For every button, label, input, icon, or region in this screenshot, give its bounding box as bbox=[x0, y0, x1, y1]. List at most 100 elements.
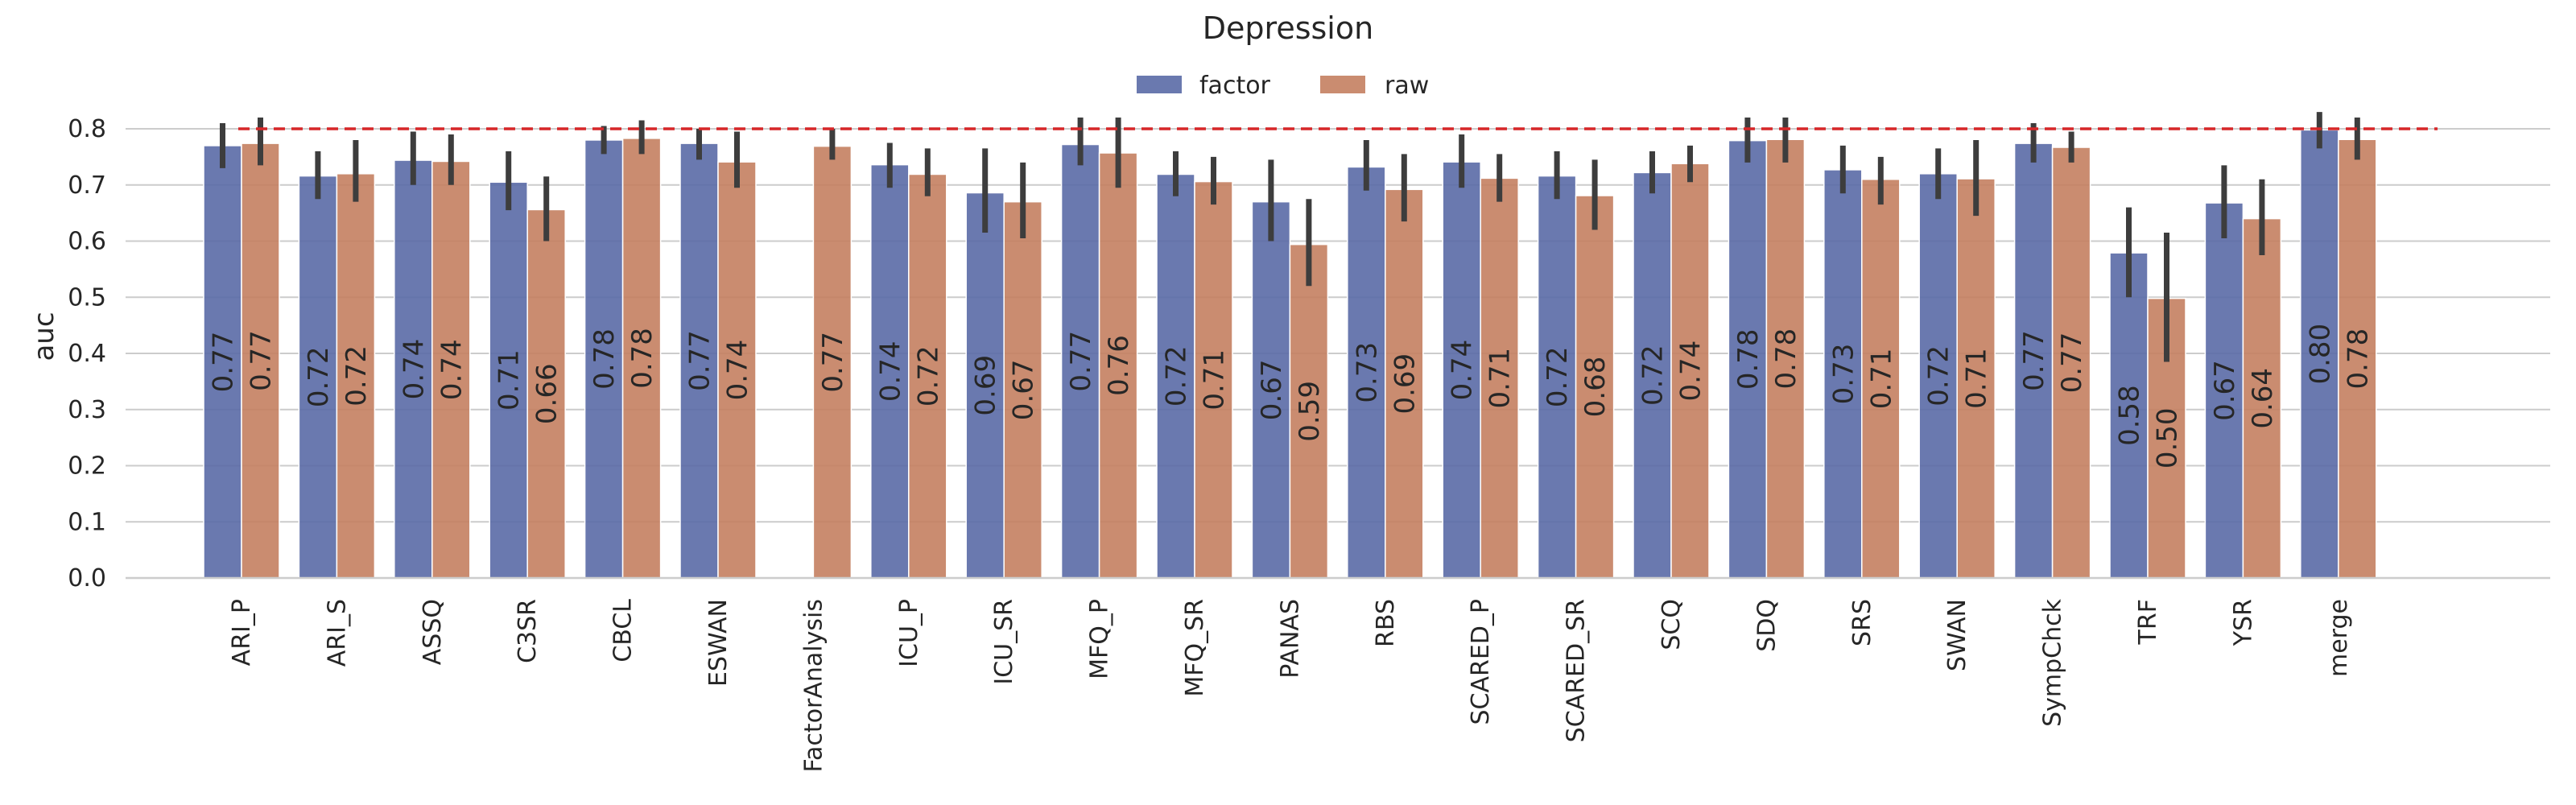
bar-value-label-factor-ysr: 0.67 bbox=[2209, 360, 2241, 421]
bar-value-label-factor-scq: 0.72 bbox=[1637, 345, 1670, 406]
bar-value-label-raw-icu-sr: 0.67 bbox=[1008, 359, 1040, 420]
x-tick-label-ysr: YSR bbox=[2229, 599, 2257, 646]
bar-factor-cbcl bbox=[584, 139, 624, 579]
bar-value-label-raw-scared-sr: 0.68 bbox=[1579, 357, 1612, 418]
bar-factor-srs bbox=[1823, 169, 1863, 579]
bar-value-label-factor-sdq: 0.78 bbox=[1732, 328, 1765, 390]
bar-value-label-raw-assq: 0.74 bbox=[436, 339, 468, 400]
legend-swatch-raw bbox=[1320, 76, 1365, 93]
bar-raw-rbs bbox=[1385, 188, 1424, 579]
x-tick-label-icu-p: ICU_P bbox=[895, 599, 923, 667]
bar-value-label-factor-scared-p: 0.74 bbox=[1447, 340, 1479, 401]
x-tick-label-sdq: SDQ bbox=[1752, 599, 1781, 652]
bar-value-label-raw-factoranalysis: 0.77 bbox=[817, 332, 849, 393]
x-tick-label-srs: SRS bbox=[1848, 599, 1876, 646]
bar-raw-merge bbox=[2338, 138, 2377, 579]
bar-raw-eswan bbox=[717, 161, 757, 579]
x-tick-label-c3sr: C3SR bbox=[514, 599, 542, 663]
x-tick-label-sympchck: SympChck bbox=[2039, 598, 2067, 727]
bar-raw-icu-p bbox=[908, 173, 947, 579]
bar-factor-icu-sr bbox=[965, 192, 1005, 579]
y-axis-label: auc bbox=[28, 312, 60, 361]
bar-value-label-raw-cbcl: 0.78 bbox=[626, 328, 658, 389]
bar-value-label-raw-c3sr: 0.66 bbox=[531, 363, 564, 424]
bar-value-label-factor-rbs: 0.73 bbox=[1351, 342, 1383, 403]
bar-value-label-factor-mfq-p: 0.77 bbox=[1065, 331, 1097, 392]
bar-value-label-raw-ari-s: 0.72 bbox=[341, 345, 373, 407]
x-tick-label-assq: ASSQ bbox=[419, 599, 447, 665]
y-tick-label: 0.0 bbox=[68, 564, 106, 592]
bar-value-label-raw-swan: 0.71 bbox=[1961, 348, 1993, 409]
bar-value-label-raw-eswan: 0.74 bbox=[722, 340, 754, 401]
x-tick-label-factoranalysis: FactorAnalysis bbox=[799, 599, 828, 772]
bar-factor-panas bbox=[1251, 200, 1291, 579]
y-tick-label: 0.8 bbox=[68, 115, 106, 143]
bar-value-label-factor-mfq-sr: 0.72 bbox=[1161, 345, 1193, 407]
y-tick-label: 0.2 bbox=[68, 452, 106, 481]
x-tick-label-panas: PANAS bbox=[1276, 599, 1304, 679]
error-bars bbox=[220, 112, 2360, 362]
y-tick-label: 0.6 bbox=[68, 228, 106, 256]
y-tick-labels: 0.0 0.1 0.2 0.3 0.4 0.5 0.6 0.7 0.8 bbox=[68, 115, 106, 592]
bar-value-label-factor-icu-p: 0.74 bbox=[874, 341, 906, 402]
x-tick-label-mfq-sr: MFQ_SR bbox=[1181, 599, 1209, 697]
x-tick-label-icu-sr: ICU_SR bbox=[990, 599, 1018, 685]
bar-raw-assq bbox=[431, 160, 471, 579]
bar-raw-mfq-sr bbox=[1194, 180, 1233, 579]
chart-title: Depression bbox=[1203, 10, 1373, 46]
x-tick-label-scared-sr: SCARED_SR bbox=[1563, 599, 1591, 742]
x-tick-label-ari-p: ARI_P bbox=[228, 599, 256, 666]
bar-value-label-factor-panas: 0.67 bbox=[1256, 359, 1288, 420]
bar-value-label-factor-icu-sr: 0.69 bbox=[970, 355, 1002, 416]
bar-factor-scared-p bbox=[1442, 161, 1481, 579]
bar-raw-sdq bbox=[1765, 138, 1806, 579]
bar-value-label-raw-ari-p: 0.77 bbox=[246, 330, 278, 391]
legend-label-raw: raw bbox=[1385, 72, 1429, 100]
y-tick-label: 0.7 bbox=[68, 171, 106, 200]
bar-value-label-raw-srs: 0.71 bbox=[1865, 349, 1897, 410]
bar-raw-icu-sr bbox=[1003, 200, 1042, 579]
bar-raw-cbcl bbox=[621, 138, 662, 579]
x-tick-label-cbcl: CBCL bbox=[609, 599, 638, 663]
bar-value-label-factor-ari-p: 0.77 bbox=[208, 332, 240, 393]
bar-raw-c3sr bbox=[526, 208, 566, 579]
bar-value-label-factor-swan: 0.72 bbox=[1923, 345, 1955, 407]
bar-factor-scared-sr bbox=[1537, 175, 1577, 579]
y-tick-label: 0.3 bbox=[68, 396, 106, 424]
bar-value-label-raw-sdq: 0.78 bbox=[1770, 328, 1802, 390]
bar-value-label-raw-trf: 0.50 bbox=[2152, 407, 2184, 469]
y-tick-label: 0.4 bbox=[68, 340, 106, 368]
bar-value-label-raw-mfq-sr: 0.71 bbox=[1199, 349, 1231, 411]
bar-raw-mfq-p bbox=[1098, 152, 1138, 579]
bar-raw-scared-sr bbox=[1575, 195, 1615, 579]
bar-value-labels: 0.77 0.77 0.72 0.72 0.74 0.74 0.71 0.660.78 0.78… bbox=[208, 324, 2375, 469]
bar-factor-rbs bbox=[1347, 166, 1386, 579]
bar-raw-scared-p bbox=[1480, 177, 1519, 579]
x-tick-label-trf: TRF bbox=[2134, 599, 2162, 645]
bar-value-label-factor-sympchck: 0.77 bbox=[2018, 330, 2050, 391]
x-tick-label-scared-p: SCARED_P bbox=[1467, 599, 1495, 725]
x-tick-label-mfq-p: MFQ_P bbox=[1086, 599, 1114, 679]
bar-factor-sympchck bbox=[2013, 142, 2054, 579]
bar-value-label-raw-ysr: 0.64 bbox=[2247, 368, 2279, 429]
legend-swatch-factor bbox=[1137, 76, 1182, 93]
x-tick-label-swan: SWAN bbox=[1943, 599, 1971, 671]
x-tick-label-eswan: ESWAN bbox=[704, 599, 733, 687]
bar-value-label-factor-trf: 0.58 bbox=[2114, 385, 2146, 446]
bar-value-label-factor-c3sr: 0.71 bbox=[493, 349, 526, 411]
legend-label-factor: factor bbox=[1199, 72, 1271, 100]
x-tick-label-scq: SCQ bbox=[1657, 599, 1686, 650]
legend: factor raw bbox=[1137, 72, 1429, 100]
bar-value-label-raw-scared-p: 0.71 bbox=[1484, 348, 1517, 409]
bar-value-label-raw-scq: 0.74 bbox=[1675, 341, 1707, 402]
bar-factor-mfq-p bbox=[1060, 143, 1100, 579]
y-tick-label: 0.5 bbox=[68, 283, 106, 312]
bar-raw-panas bbox=[1289, 243, 1329, 579]
bar-value-label-raw-panas: 0.59 bbox=[1294, 381, 1326, 442]
bar-value-label-factor-srs: 0.73 bbox=[1827, 344, 1860, 405]
bar-value-label-factor-ari-s: 0.72 bbox=[303, 346, 335, 407]
bar-value-label-raw-rbs: 0.69 bbox=[1389, 353, 1421, 415]
bar-value-label-factor-eswan: 0.77 bbox=[684, 330, 716, 391]
bar-value-label-factor-merge: 0.80 bbox=[2304, 324, 2336, 385]
